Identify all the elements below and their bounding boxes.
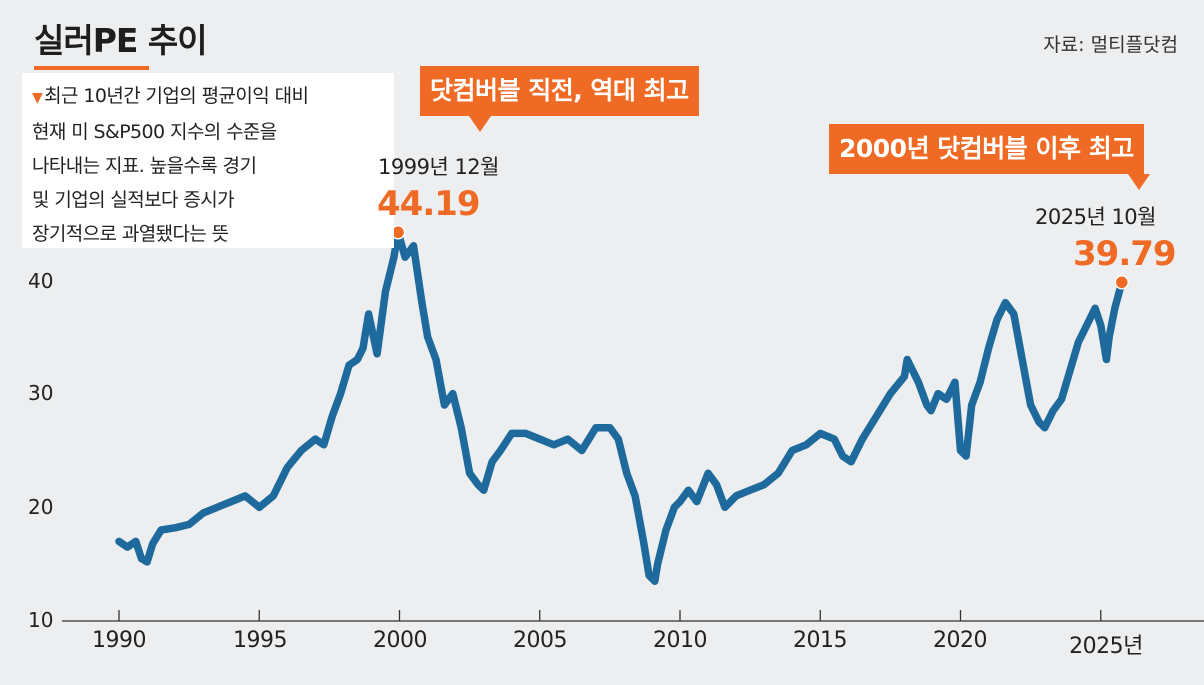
- description-box: ▼ 최근 10년간 기업의 평균이익 대비 현재 미 S&P500 지수의 수준을…: [22, 73, 394, 248]
- description-line-5: 장기적으로 과열됐다는 뜻: [32, 223, 229, 245]
- latest-2025-date: 2025년 10월: [1035, 205, 1156, 229]
- x-tick-label-1990: 1990: [92, 628, 147, 653]
- peak-1999-date: 1999년 12월: [378, 155, 499, 179]
- chart-axes: [62, 610, 1204, 622]
- peak-1999-value: 44.19: [377, 184, 481, 224]
- latest-2025-value: 39.79: [1073, 234, 1177, 274]
- source-note: 자료: 멀티플닷컴: [1043, 34, 1178, 56]
- x-tick-label-1995: 1995: [233, 628, 288, 653]
- series-line-shiller-pe: [115, 228, 1126, 585]
- description-line-2: 현재 미 S&P500 지수의 수준을: [32, 121, 277, 143]
- marker-layer: [390, 225, 1130, 290]
- callout-arrow-1999: [469, 116, 491, 132]
- y-tick-label-40: 40: [28, 269, 54, 293]
- description-line-3: 나타내는 지표. 높을수록 경기: [32, 155, 257, 177]
- x-tick-label-2020: 2020: [933, 628, 988, 653]
- x-tick-label-2000: 2000: [373, 628, 428, 653]
- y-tick-label-20: 20: [28, 495, 54, 519]
- callout-latest-2025: 2000년 닷컴버블 이후 최고: [829, 124, 1144, 174]
- x-tick-label-2010: 2010: [653, 628, 708, 653]
- description-line-4: 및 기업의 실적보다 증시가: [32, 189, 235, 211]
- chart-title: 실러PE 추이: [34, 21, 208, 60]
- description-line-1: ▼ 최근 10년간 기업의 평균이익 대비: [32, 85, 309, 107]
- title-underline: [34, 66, 149, 70]
- callout-arrow-2025: [1128, 174, 1150, 190]
- down-triangle-icon: ▼: [32, 90, 43, 106]
- x-tick-label-2015: 2015: [793, 628, 848, 653]
- callout-peak-1999: 닷컴버블 직전, 역대 최고: [420, 66, 699, 116]
- series-layer: [115, 228, 1126, 585]
- x-tick-label-2025: 2025년: [1069, 634, 1143, 659]
- y-tick-label-30: 30: [28, 381, 54, 405]
- latest-2025-marker: [1114, 275, 1130, 290]
- x-tick-label-2005: 2005: [513, 628, 568, 653]
- y-tick-label-10: 10: [28, 608, 54, 632]
